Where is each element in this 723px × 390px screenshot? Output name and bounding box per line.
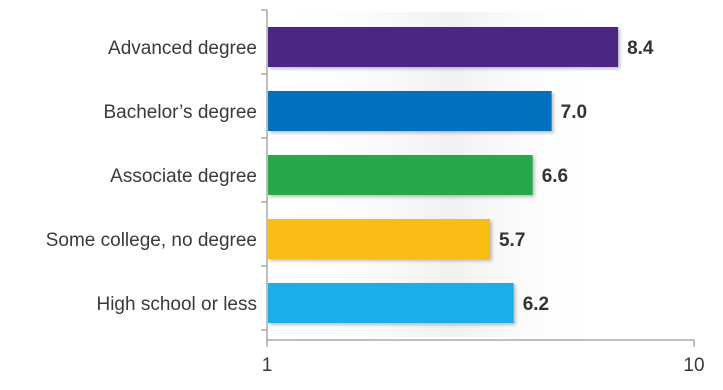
x-tick-label: 10 — [683, 355, 704, 376]
bar-4 — [268, 283, 514, 323]
bar-0 — [268, 27, 619, 67]
category-label: Bachelor’s degree — [103, 102, 257, 123]
category-label: High school or less — [96, 294, 257, 315]
value-label: 8.4 — [627, 38, 654, 59]
value-label: 6.6 — [542, 166, 568, 187]
bar-2 — [268, 155, 533, 195]
category-label: Some college, no degree — [46, 230, 257, 251]
bars — [268, 27, 619, 323]
value-label: 7.0 — [561, 102, 587, 123]
value-label: 6.2 — [523, 294, 549, 315]
axes: 1 10 — [261, 9, 705, 376]
value-labels: 8.4 7.0 6.6 5.7 6.2 — [499, 38, 654, 315]
x-tick-label: 1 — [262, 355, 273, 376]
bar-1 — [268, 91, 552, 131]
value-label: 5.7 — [499, 230, 525, 251]
bar-3 — [268, 219, 490, 259]
category-label: Advanced degree — [108, 38, 257, 59]
category-labels: Advanced degree Bachelor’s degree Associat… — [46, 38, 257, 315]
category-label: Associate degree — [110, 166, 257, 187]
